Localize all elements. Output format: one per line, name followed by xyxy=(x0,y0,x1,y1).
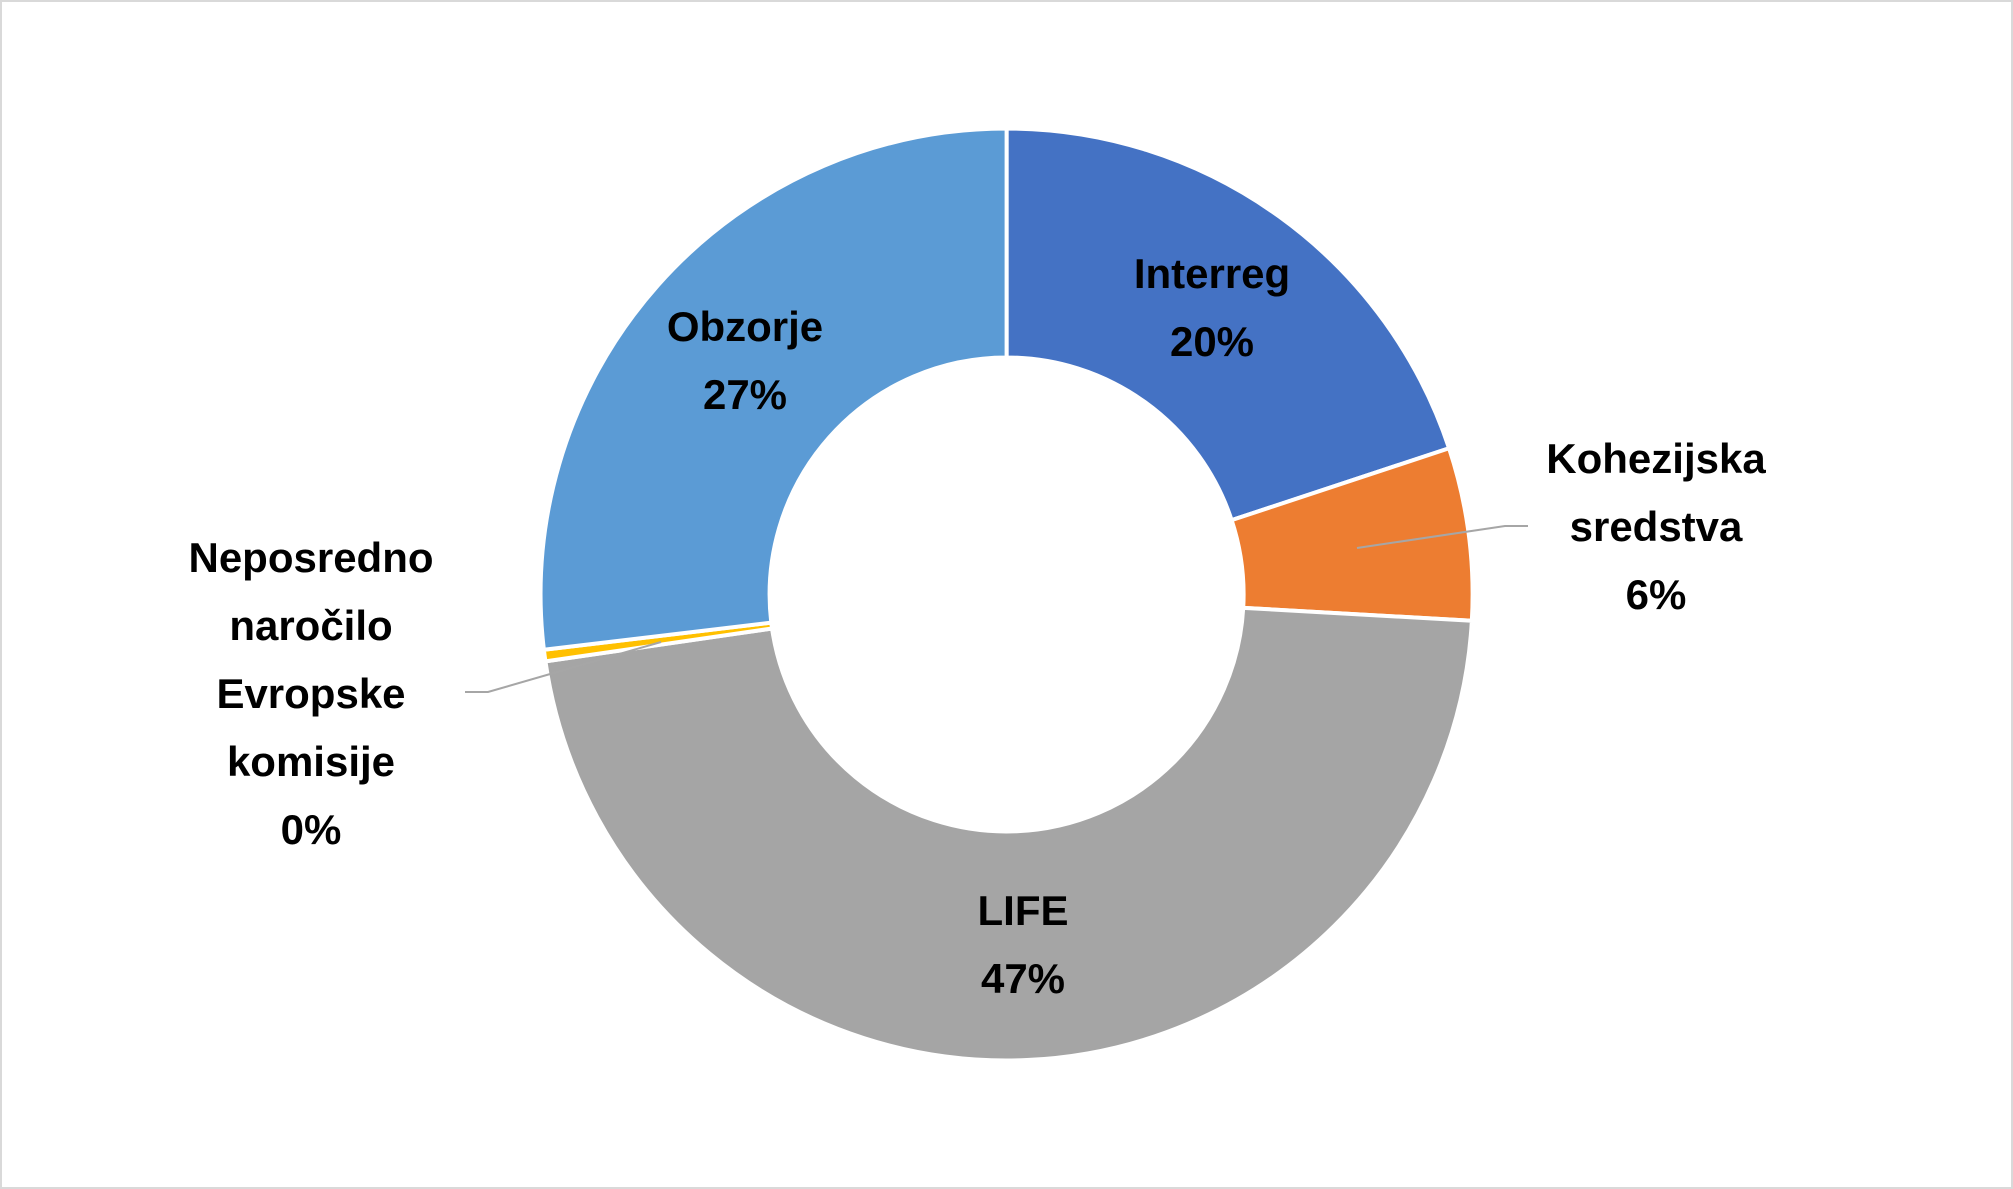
donut-slice xyxy=(543,605,1474,1063)
value-label: 0% xyxy=(281,806,342,853)
leader-line xyxy=(1356,525,1528,549)
category-label: Interreg xyxy=(1134,250,1290,297)
donut-slice xyxy=(538,126,1009,653)
value-label: 27% xyxy=(703,371,787,418)
leader-line xyxy=(465,641,662,693)
category-label: LIFE xyxy=(978,887,1069,934)
value-label: 47% xyxy=(981,955,1065,1002)
category-label: Neposredno naročilo Evropske komisije xyxy=(188,534,433,785)
category-label: Kohezijska sredstva xyxy=(1546,435,1766,550)
donut xyxy=(538,126,1475,1063)
value-label: 6% xyxy=(1626,571,1687,618)
donut-slice xyxy=(1004,126,1452,523)
value-label: 20% xyxy=(1170,318,1254,365)
category-label: Obzorje xyxy=(667,303,823,350)
data-labels: Interreg 20% Kohezijska sredstva 6% LIFE 47% Ne… xyxy=(188,250,1766,1002)
